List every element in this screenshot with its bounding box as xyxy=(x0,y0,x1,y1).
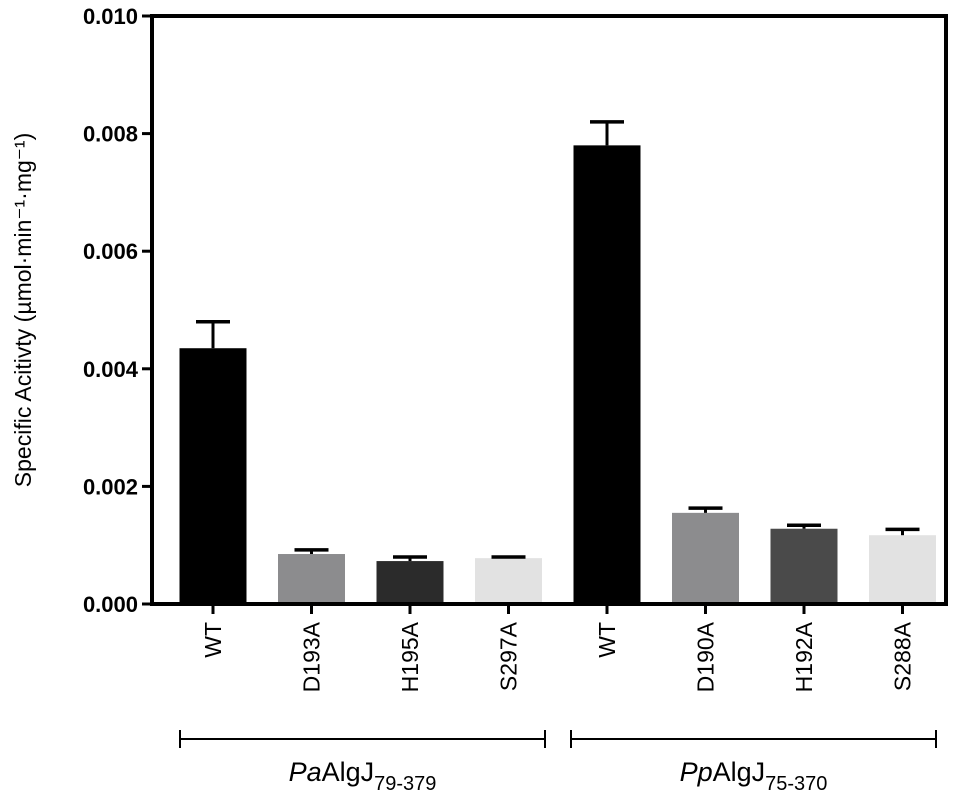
group-label-name: AlgJ xyxy=(322,757,375,787)
y-tick-label: 0.000 xyxy=(83,592,138,617)
group-label-subscript: 79-379 xyxy=(374,773,436,795)
group-label-name: AlgJ xyxy=(713,757,766,787)
error-bars xyxy=(196,120,920,562)
x-category-label: D193A xyxy=(299,621,325,692)
x-category-label: H192A xyxy=(791,621,817,692)
bar xyxy=(573,145,641,605)
bar xyxy=(869,535,936,604)
y-tick-label: 0.008 xyxy=(83,122,138,147)
x-axis-category-labels: WT D193A H195A S297A WT D190A H192A S288A xyxy=(200,604,916,692)
group-label-subscript: 75-370 xyxy=(765,773,827,795)
bar xyxy=(672,512,739,604)
x-category-label: WT xyxy=(200,622,226,658)
x-category-label: H195A xyxy=(397,621,423,692)
x-category-label: S297A xyxy=(496,621,522,691)
plot-frame xyxy=(150,14,948,606)
bars xyxy=(179,145,936,605)
group-label: PaAlgJ79-379 xyxy=(289,757,437,795)
group-label: PpAlgJ75-370 xyxy=(680,757,828,795)
group-label-prefix: Pp xyxy=(680,757,713,787)
y-tick-label: 0.004 xyxy=(83,357,139,382)
x-category-label: WT xyxy=(594,622,620,658)
bar xyxy=(376,561,444,604)
x-category-label: S288A xyxy=(890,621,916,691)
y-axis-ticks: 0.000 0.002 0.004 0.006 0.008 0.010 xyxy=(83,4,152,617)
group-brackets: PaAlgJ79-379 PpAlgJ75-370 xyxy=(179,730,937,795)
y-tick-label: 0.006 xyxy=(83,239,138,264)
bar xyxy=(475,558,542,604)
x-category-label: D190A xyxy=(693,621,719,692)
bar xyxy=(179,348,247,604)
y-tick-label: 0.010 xyxy=(83,4,138,29)
y-tick-label: 0.002 xyxy=(83,474,138,499)
y-axis-title: Specific Acitivty (µmol·min⁻¹·mg⁻¹) xyxy=(10,133,36,487)
bar xyxy=(278,554,345,604)
bar xyxy=(770,528,838,604)
group-label-prefix: Pa xyxy=(289,757,322,787)
